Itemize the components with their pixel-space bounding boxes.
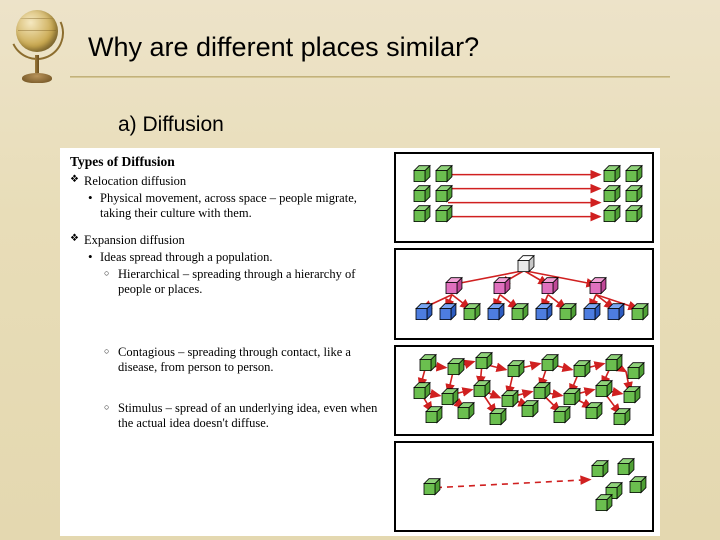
subtitle: a) Diffusion	[118, 113, 224, 137]
bullet-contagious: Contagious – spreading through contact, …	[70, 345, 388, 375]
globe-decoration	[10, 8, 65, 83]
panel-heading: Types of Diffusion	[70, 154, 388, 170]
title-rule	[70, 76, 670, 78]
bullet-expansion-head: Expansion diffusion	[70, 233, 388, 248]
content-panel: Types of Diffusion Relocation diffusion …	[60, 148, 660, 536]
bullet-relocation-head: Relocation diffusion	[70, 174, 388, 189]
diagram-stimulus	[394, 441, 654, 532]
diagram-column	[392, 148, 660, 536]
diagram-hierarchical	[394, 248, 654, 339]
diagram-relocation	[394, 152, 654, 243]
bullet-hierarchical: Hierarchical – spreading through a hiera…	[70, 267, 388, 297]
page-title: Why are different places similar?	[88, 32, 479, 63]
bullet-stimulus: Stimulus – spread of an underlying idea,…	[70, 401, 388, 431]
diagram-contagious	[394, 345, 654, 436]
bullet-expansion-body: Ideas spread through a population.	[70, 250, 388, 265]
text-column: Types of Diffusion Relocation diffusion …	[60, 148, 392, 536]
bullet-relocation-body: Physical movement, across space – people…	[70, 191, 388, 221]
